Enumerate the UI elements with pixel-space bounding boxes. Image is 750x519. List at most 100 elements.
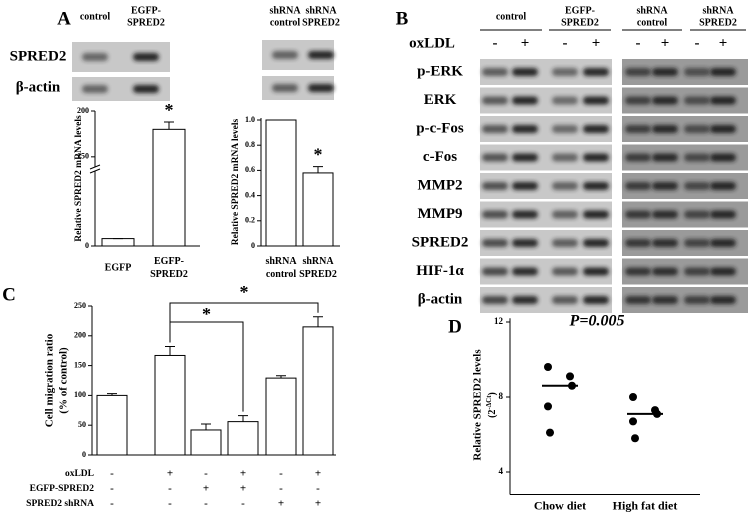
error-bar	[238, 415, 248, 422]
sign: -	[168, 498, 172, 510]
y-tick-label: 8	[499, 391, 504, 401]
y-axis-unit: (2-ΔCt)	[485, 392, 499, 418]
bar	[96, 394, 128, 456]
bar	[302, 172, 334, 247]
blot-band	[652, 296, 678, 304]
error-bar	[164, 121, 174, 130]
blot-band	[512, 68, 538, 76]
row-label: HIF-1α	[416, 263, 464, 279]
x-tick-label: shRNA	[302, 256, 334, 267]
y-tick-label: 0.2	[245, 216, 255, 225]
x-tick-label: SPRED2	[150, 269, 188, 280]
blot-band	[482, 125, 508, 133]
sign: -	[636, 35, 641, 51]
y-axis-unit-part: )	[487, 392, 498, 395]
blot-band	[684, 239, 710, 247]
blot-band	[625, 239, 651, 247]
error-bar	[201, 423, 211, 430]
x-tick-label: Chow diet	[534, 498, 586, 512]
y-axis-label: (% of control)	[58, 347, 70, 414]
y-tick-label: 1.0	[245, 115, 255, 124]
blot-band	[583, 210, 609, 219]
blot-band	[684, 125, 710, 133]
x-tick-label: High fat diet	[613, 498, 678, 512]
dot	[566, 372, 574, 381]
blot-band	[552, 296, 578, 304]
sign: +	[521, 35, 530, 51]
blot-band	[583, 68, 609, 76]
dot	[631, 434, 639, 443]
y-tick-label: 0	[85, 241, 89, 250]
blot-band	[652, 125, 678, 133]
blot-band	[684, 296, 710, 304]
blot-band	[512, 125, 538, 133]
blot-band	[272, 84, 298, 92]
sign: -	[563, 35, 568, 51]
condition-label: oxLDL	[65, 469, 94, 479]
row-label: SPRED2	[412, 234, 469, 250]
dot	[546, 428, 554, 437]
blot-band	[133, 53, 159, 61]
blot-band	[583, 153, 609, 162]
blot-band	[512, 296, 538, 304]
blot-band	[710, 210, 736, 219]
blot-band	[625, 153, 651, 162]
annotation: *	[240, 282, 249, 302]
row-label: p-c-Fos	[416, 120, 464, 136]
blot-band	[272, 51, 298, 59]
row-label: c-Fos	[423, 149, 457, 165]
sign: -	[110, 468, 114, 480]
y-tick-label: 200	[77, 106, 89, 115]
group-label: SPRED2	[699, 17, 737, 28]
blot-band	[308, 84, 334, 92]
sign: +	[719, 35, 728, 51]
blot-band	[652, 267, 678, 276]
blot-band	[583, 267, 609, 276]
blot-band	[482, 153, 508, 162]
blot-band	[625, 125, 651, 133]
blot-band	[583, 239, 609, 247]
blot-band	[482, 210, 508, 219]
blot-band	[710, 96, 736, 105]
sign: -	[204, 498, 208, 510]
bar	[154, 354, 186, 456]
blot-band	[482, 182, 508, 190]
y-axis-label: Relative SPRED2 levels	[472, 349, 484, 461]
sign: +	[240, 483, 246, 495]
sign: -	[110, 483, 114, 495]
column-label: control	[80, 11, 111, 22]
blot-band	[652, 68, 678, 76]
blot-band	[552, 239, 578, 247]
y-axis-label: Relative SPRED2 mRNA levels	[231, 119, 241, 246]
column-label: shRNA	[305, 5, 337, 16]
x-tick-label: EGFP-	[154, 256, 184, 267]
dot	[544, 402, 552, 411]
blot-band	[552, 125, 578, 133]
sign: -	[241, 498, 245, 510]
blot-band	[512, 210, 538, 219]
panel-label: C	[2, 284, 16, 305]
x-tick-label: SPRED2	[299, 269, 337, 280]
blot-band	[482, 267, 508, 276]
row-label: SPRED2	[10, 48, 67, 64]
sign: -	[279, 483, 283, 495]
sign: -	[493, 35, 498, 51]
y-axis-label: Cell migration ratio	[44, 333, 56, 427]
bar	[265, 377, 297, 456]
x-tick-label: EGFP	[105, 262, 132, 273]
blot-band	[583, 125, 609, 133]
blot-band	[512, 96, 538, 105]
sign: -	[316, 483, 320, 495]
annotation: *	[165, 100, 174, 120]
column-label: SPRED2	[302, 17, 340, 28]
row-label: MMP2	[418, 177, 463, 193]
blot-band	[684, 210, 710, 219]
y-tick-label: 100	[74, 390, 86, 399]
blot-band	[710, 296, 736, 304]
y-tick-label: 50	[78, 420, 86, 429]
blot-band	[710, 153, 736, 162]
blot-band	[652, 210, 678, 219]
blot-band	[652, 182, 678, 190]
blot-band	[684, 182, 710, 190]
